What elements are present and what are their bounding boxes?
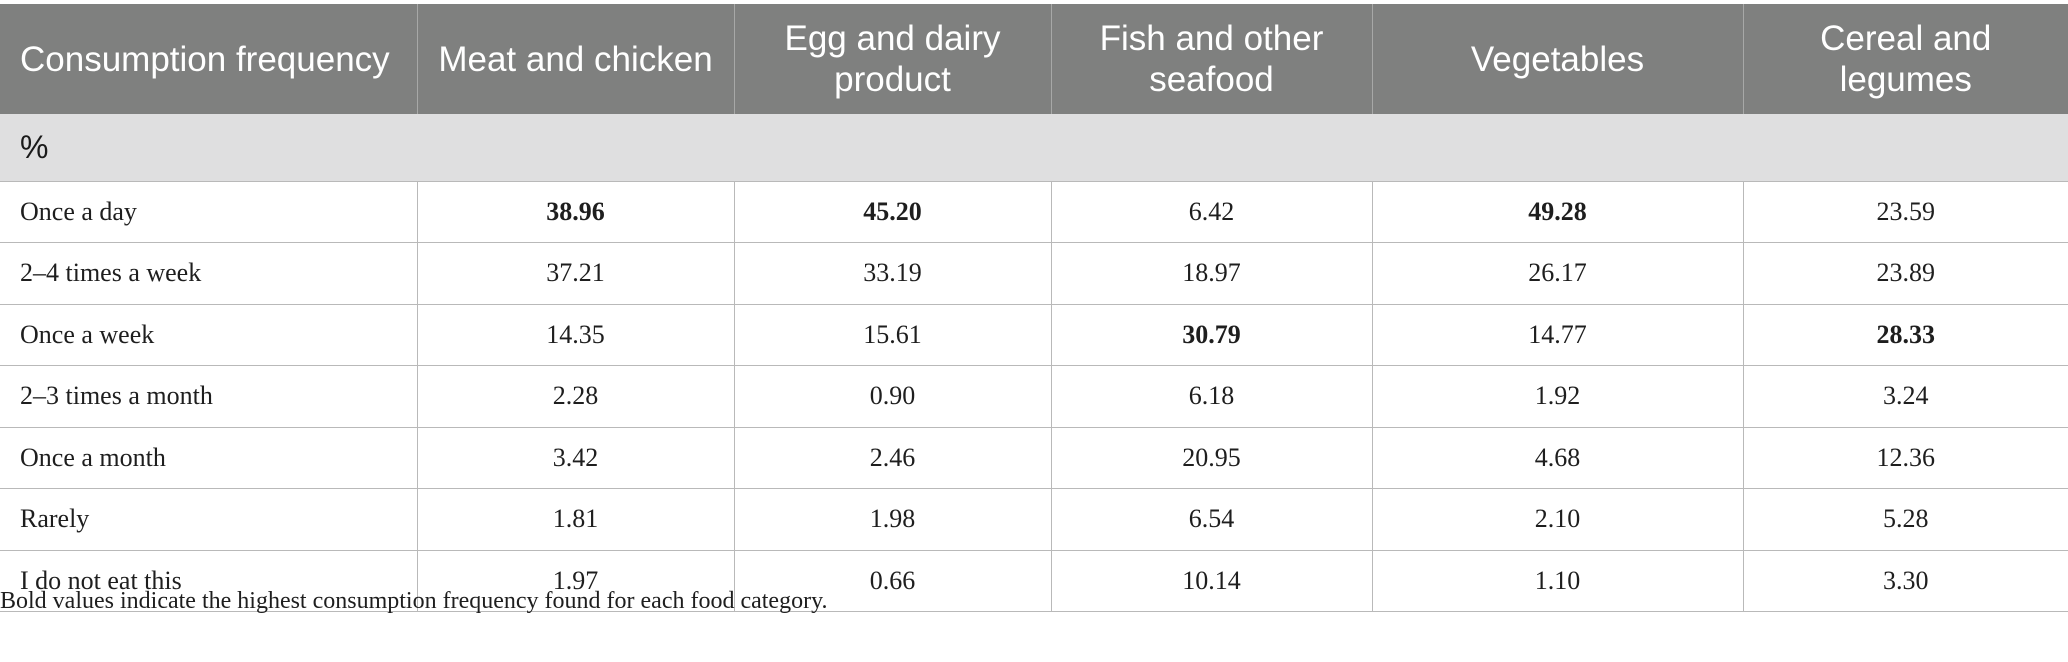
unit-row: % <box>0 114 2068 182</box>
table-cell: 20.95 <box>1051 427 1373 489</box>
table-row: Once a month 3.42 2.46 20.95 4.68 12.36 <box>0 427 2068 489</box>
table-cell: 2.46 <box>734 427 1052 489</box>
row-label: 2–4 times a week <box>0 242 418 305</box>
table-row: 2–4 times a week 37.21 33.19 18.97 26.17 23.8… <box>0 242 2068 305</box>
table-body: % Once a day 38.96 45.20 6.42 49.28 23.59 2–4 … <box>0 114 2068 612</box>
table-cell: 10.14 <box>1051 550 1373 612</box>
table-row: 2–3 times a month 2.28 0.90 6.18 1.92 3.24 <box>0 365 2068 428</box>
consumption-table-container: Consumption frequency Meat and chicken E… <box>0 4 2068 612</box>
table-cell: 38.96 <box>417 181 735 243</box>
table-cell: 1.97 <box>417 550 735 612</box>
header-vegetables: Vegetables <box>1372 4 1744 114</box>
table-cell: 3.30 <box>1743 550 2068 612</box>
row-label: Rarely <box>0 488 418 551</box>
table-cell: 12.36 <box>1743 427 2068 489</box>
header-meat-and-chicken: Meat and chicken <box>417 4 735 114</box>
table-footnote: Bold values indicate the highest consump… <box>0 588 828 614</box>
table-cell: 4.68 <box>1372 427 1744 489</box>
unit-label: % <box>0 114 2068 182</box>
table-cell: 0.66 <box>734 550 1052 612</box>
row-label: 2–3 times a month <box>0 365 418 428</box>
table-cell: 6.54 <box>1051 488 1373 551</box>
header-fish-and-seafood: Fish and other seafood <box>1051 4 1373 114</box>
table-cell: 6.18 <box>1051 365 1373 428</box>
row-label: Once a week <box>0 304 418 366</box>
table-cell: 14.35 <box>417 304 735 366</box>
header-consumption-frequency: Consumption frequency <box>0 4 418 114</box>
table-row: I do not eat this 1.97 0.66 10.14 1.10 3.30 <box>0 550 2068 612</box>
table-cell: 15.61 <box>734 304 1052 366</box>
row-label: I do not eat this <box>0 550 418 612</box>
table-cell: 6.42 <box>1051 181 1373 243</box>
table-cell: 30.79 <box>1051 304 1373 366</box>
table-cell: 5.28 <box>1743 488 2068 551</box>
table-row: Rarely 1.81 1.98 6.54 2.10 5.28 <box>0 488 2068 551</box>
table-row: Once a week 14.35 15.61 30.79 14.77 28.33 <box>0 304 2068 366</box>
table-cell: 0.90 <box>734 365 1052 428</box>
header-cereal-and-legumes: Cereal and legumes <box>1743 4 2068 114</box>
table-cell: 49.28 <box>1372 181 1744 243</box>
table-cell: 23.89 <box>1743 242 2068 305</box>
header-egg-and-dairy: Egg and dairy product <box>734 4 1052 114</box>
table-cell: 1.10 <box>1372 550 1744 612</box>
table-cell: 28.33 <box>1743 304 2068 366</box>
consumption-frequency-table: Consumption frequency Meat and chicken E… <box>0 4 2068 612</box>
table-cell: 18.97 <box>1051 242 1373 305</box>
row-label: Once a month <box>0 427 418 489</box>
row-label: Once a day <box>0 181 418 243</box>
table-cell: 1.98 <box>734 488 1052 551</box>
table-cell: 2.10 <box>1372 488 1744 551</box>
table-cell: 3.42 <box>417 427 735 489</box>
table-header-row: Consumption frequency Meat and chicken E… <box>0 4 2068 114</box>
table-cell: 33.19 <box>734 242 1052 305</box>
table-cell: 45.20 <box>734 181 1052 243</box>
table-cell: 1.92 <box>1372 365 1744 428</box>
table-cell: 37.21 <box>417 242 735 305</box>
table-cell: 1.81 <box>417 488 735 551</box>
table-cell: 14.77 <box>1372 304 1744 366</box>
table-cell: 23.59 <box>1743 181 2068 243</box>
table-row: Once a day 38.96 45.20 6.42 49.28 23.59 <box>0 181 2068 243</box>
table-cell: 2.28 <box>417 365 735 428</box>
table-cell: 26.17 <box>1372 242 1744 305</box>
table-cell: 3.24 <box>1743 365 2068 428</box>
